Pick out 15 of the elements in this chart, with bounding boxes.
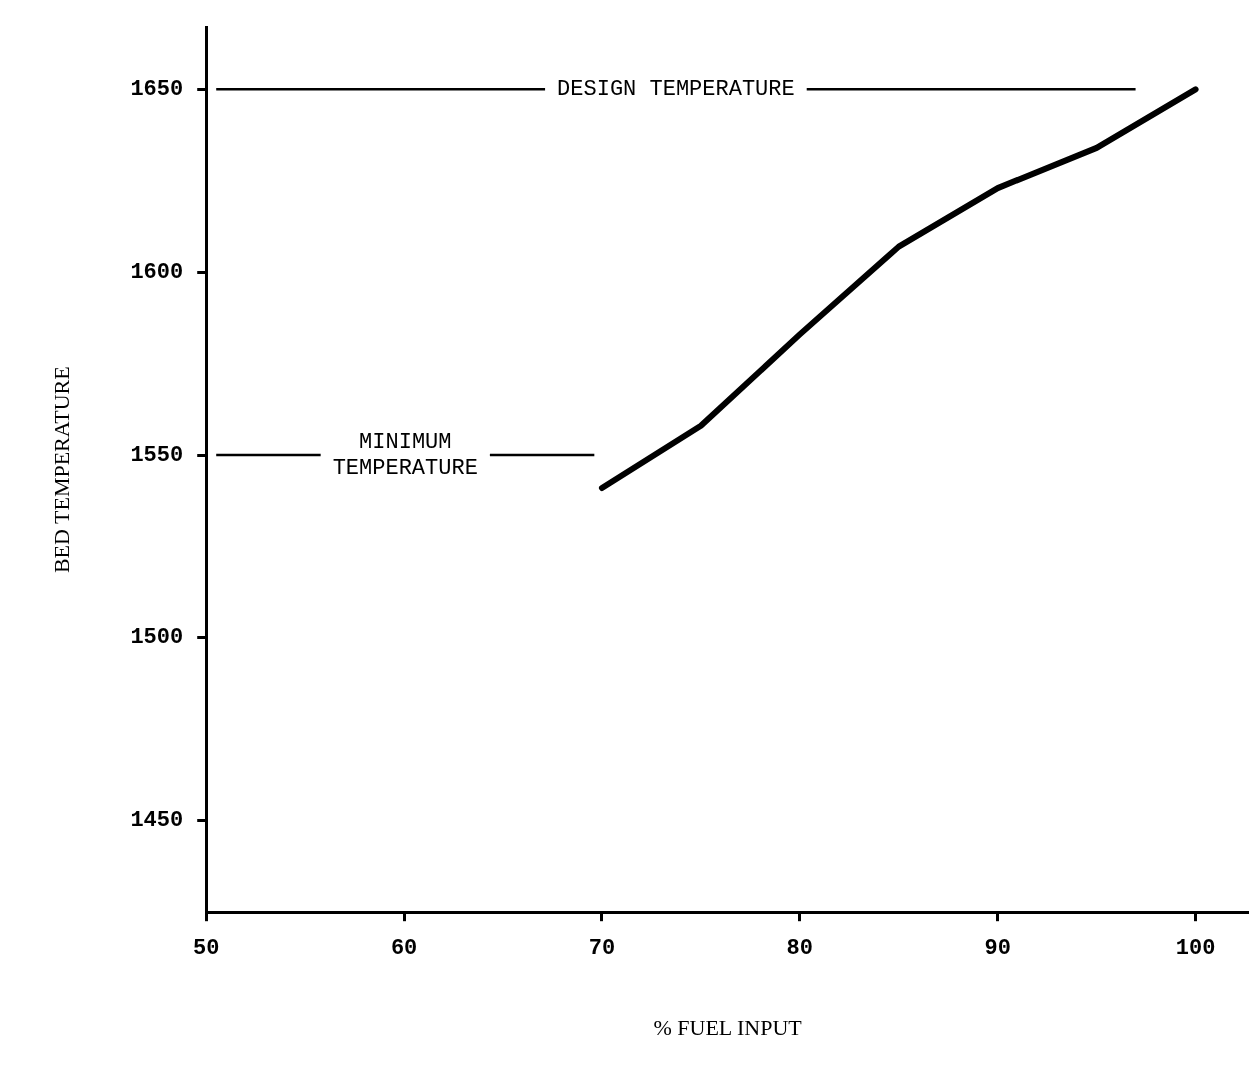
x-tick-label: 90 <box>984 935 1011 961</box>
y-tick-label: 1550 <box>130 442 184 468</box>
x-tick-label: 100 <box>1175 935 1216 961</box>
y-tick-label: 1500 <box>130 625 184 651</box>
y-tick-label: 1450 <box>130 808 184 834</box>
x-tick-label: 70 <box>588 935 616 961</box>
ref-line-label: MINIMUM TEMPERATURE <box>332 429 478 481</box>
y-tick-label: 1600 <box>130 259 184 285</box>
x-tick-label: 80 <box>786 935 814 961</box>
x-axis-title: % FUEL INPUT <box>653 1014 803 1040</box>
y-axis-title: BED TEMPERATURE <box>48 366 74 574</box>
ref-line-label: DESIGN TEMPERATURE <box>557 77 795 103</box>
x-tick-label: 50 <box>193 935 220 961</box>
y-tick-label: 1650 <box>130 76 184 102</box>
x-tick-label: 60 <box>390 935 418 961</box>
